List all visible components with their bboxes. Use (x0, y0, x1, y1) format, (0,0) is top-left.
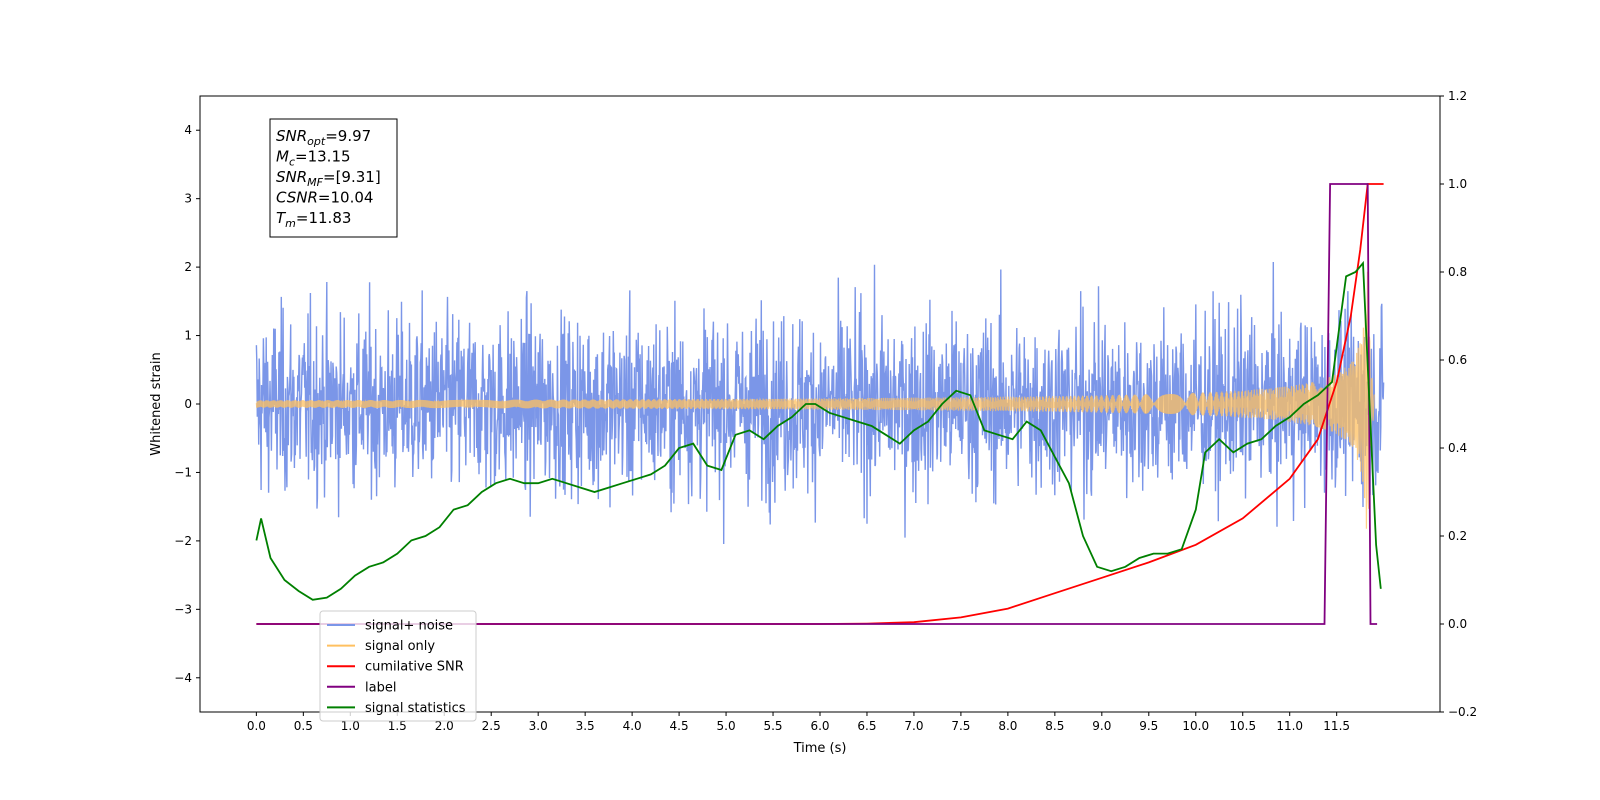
y2-tick-label: 1.0 (1448, 177, 1467, 191)
x-axis-ticks: 0.0 0.5 1.0 1.5 2.0 2.5 3.0 3.5 4.0 4.5 5.0 5.5 6.0 6… (247, 712, 1350, 733)
y2-tick-label: 1.2 (1448, 89, 1467, 103)
y-tick-label: 3 (184, 192, 192, 206)
x-tick-label: 11.0 (1276, 719, 1303, 733)
y2-tick-label: 0.6 (1448, 353, 1467, 367)
x-axis-label: Time (s) (793, 741, 847, 756)
signal-statistics-line (255, 260, 1382, 601)
y-tick-label: −3 (174, 602, 192, 616)
annotation-box: SNRopt=9.97Mc=13.15SNRMF=[9.31]CSNR=10.0… (269, 118, 398, 238)
x-tick-label: 5.5 (763, 719, 782, 733)
x-tick-label: 4.5 (670, 719, 689, 733)
signal-only-series (255, 271, 1375, 529)
x-tick-label: 4.0 (623, 719, 642, 733)
right-axis-series (255, 183, 1384, 625)
x-tick-label: 2.5 (482, 719, 501, 733)
x-tick-label: 6.5 (857, 719, 876, 733)
x-tick-label: 9.5 (1139, 719, 1158, 733)
cumulative-snr-line (256, 183, 1384, 625)
y2-tick-label: 0.4 (1448, 441, 1467, 455)
label-line (256, 183, 1378, 625)
y-tick-label: −4 (174, 671, 192, 685)
annotation-line: CSNR=10.04 (276, 189, 373, 207)
x-tick-label: 3.5 (576, 719, 595, 733)
x-tick-label: 0.5 (294, 719, 313, 733)
legend: signal+ noise signal only cumilative SNR la… (319, 610, 477, 722)
legend-label: signal+ noise (365, 619, 453, 634)
y-tick-label: 2 (184, 260, 192, 274)
x-tick-label: 11.5 (1323, 719, 1350, 733)
legend-label: signal statistics (365, 701, 466, 716)
legend-label: label (365, 680, 396, 695)
legend-label: cumilative SNR (365, 660, 464, 675)
x-tick-label: 5.0 (717, 719, 736, 733)
legend-label: signal only (365, 639, 435, 654)
y-tick-label: 0 (184, 397, 192, 411)
y-tick-label: 4 (184, 123, 192, 137)
x-tick-label: 2.0 (435, 719, 454, 733)
y-tick-label: −2 (174, 534, 192, 548)
y-tick-label: −1 (174, 465, 192, 479)
x-tick-label: 3.0 (529, 719, 548, 733)
y2-tick-label: 0.8 (1448, 265, 1467, 279)
x-tick-label: 10.5 (1229, 719, 1256, 733)
annotation-line: Tm=11.83 (276, 209, 351, 230)
annotation-line: SNRMF=[9.31] (276, 168, 381, 189)
y-axis-label: Whitened strain (149, 352, 164, 455)
signal-only-line (255, 271, 1375, 529)
y2-tick-label: 0.0 (1448, 617, 1467, 631)
x-tick-label: 1.0 (341, 719, 360, 733)
y2-axis-ticks: 1.2 1.0 0.8 0.6 0.4 0.2 0.0 −0.2 (1440, 89, 1477, 719)
y-tick-label: 1 (184, 329, 192, 343)
x-tick-label: 9.0 (1092, 719, 1111, 733)
x-tick-label: 10.0 (1182, 719, 1209, 733)
y-axis-ticks: 4 3 2 1 0 −1 −2 −3 −4 (174, 123, 200, 685)
y2-tick-label: 0.2 (1448, 529, 1467, 543)
signal-noise-line (255, 261, 1385, 545)
signal-noise-series (255, 261, 1385, 545)
y2-tick-label: −0.2 (1448, 705, 1477, 719)
x-tick-label: 8.0 (998, 719, 1017, 733)
x-tick-label: 0.0 (247, 719, 266, 733)
x-tick-label: 1.5 (388, 719, 407, 733)
annotation-line: SNRopt=9.97 (276, 127, 371, 148)
x-tick-label: 7.0 (904, 719, 923, 733)
x-tick-label: 7.5 (951, 719, 970, 733)
annotation-line: Mc=13.15 (276, 148, 351, 169)
x-tick-label: 6.0 (810, 719, 829, 733)
x-tick-label: 8.5 (1045, 719, 1064, 733)
